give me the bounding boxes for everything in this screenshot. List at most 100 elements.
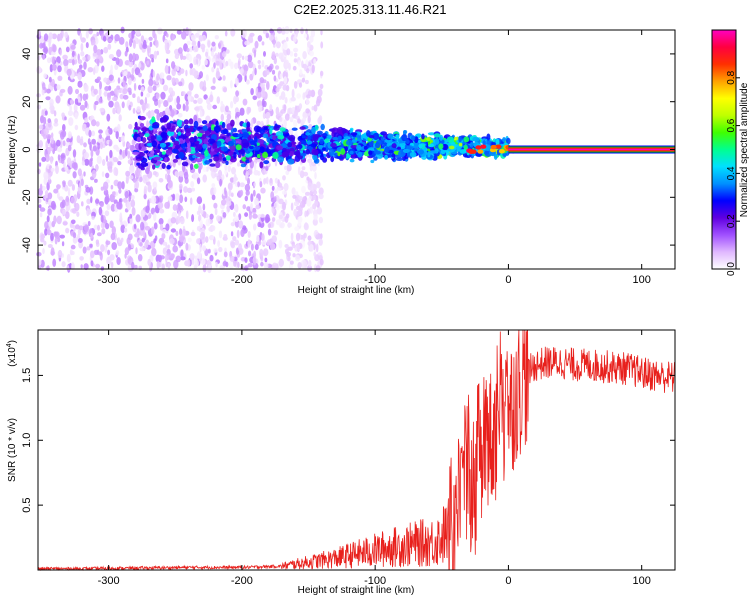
noise-mark: [207, 40, 211, 48]
noise-mark: [156, 260, 160, 269]
noise-mark: [244, 257, 248, 263]
y-tick-label: -20: [21, 189, 33, 205]
colorbar-gradient: [711, 29, 737, 270]
noise-mark: [200, 209, 204, 215]
noise-mark: [250, 88, 254, 96]
noise-mark: [74, 124, 79, 131]
y-tick-label: 1.5: [21, 368, 33, 383]
trail-mark: [421, 133, 425, 140]
noise-mark: [91, 138, 96, 145]
noise-mark: [261, 168, 266, 176]
trail-mark: [202, 125, 208, 132]
noise-mark: [156, 73, 160, 81]
noise-mark: [313, 213, 318, 221]
trail-mark: [332, 136, 339, 141]
noise-mark: [225, 261, 229, 268]
trail-mark: [256, 154, 261, 159]
noise-mark: [289, 263, 293, 270]
noise-mark: [253, 223, 257, 231]
trail-mark: [215, 161, 221, 168]
noise-mark: [261, 59, 265, 68]
noise-mark: [145, 205, 150, 214]
noise-mark: [90, 149, 94, 158]
noise-mark: [234, 239, 240, 246]
noise-mark: [212, 77, 216, 84]
noise-mark: [285, 170, 290, 176]
noise-mark: [53, 83, 58, 92]
trail-mark: [187, 147, 192, 153]
noise-mark: [100, 186, 104, 191]
noise-mark: [254, 244, 259, 251]
trail-mark: [484, 151, 490, 155]
noise-mark: [304, 210, 307, 218]
noise-mark: [197, 29, 201, 34]
noise-mark: [124, 50, 128, 57]
noise-mark: [319, 258, 324, 266]
noise-mark: [62, 221, 68, 226]
noise-mark: [171, 77, 176, 84]
noise-mark: [135, 29, 141, 36]
noise-mark: [50, 136, 54, 145]
noise-mark: [48, 174, 51, 181]
noise-mark: [36, 252, 42, 257]
noise-mark: [56, 184, 61, 190]
noise-mark: [290, 202, 294, 211]
noise-mark: [104, 86, 110, 92]
trail-mark: [205, 130, 210, 137]
trail-mark: [311, 126, 316, 135]
noise-mark: [165, 58, 169, 64]
trail-mark: [237, 133, 243, 138]
noise-mark: [132, 107, 136, 114]
noise-mark: [222, 51, 227, 58]
noise-mark: [250, 202, 253, 212]
noise-mark: [306, 94, 311, 99]
noise-mark: [115, 57, 120, 65]
noise-mark: [318, 238, 323, 246]
noise-mark: [73, 103, 78, 113]
noise-mark: [167, 262, 171, 271]
trail-mark: [391, 143, 397, 149]
trail-mark: [196, 132, 203, 137]
noise-mark: [128, 123, 133, 130]
noise-mark: [152, 85, 157, 92]
noise-mark: [189, 253, 195, 261]
trail-mark: [384, 146, 390, 153]
noise-mark: [127, 159, 132, 165]
noise-mark: [199, 243, 202, 253]
noise-mark: [91, 130, 96, 137]
trail-mark: [356, 144, 362, 151]
trail-mark: [242, 131, 250, 139]
noise-mark: [228, 189, 232, 197]
trail-mark: [246, 121, 251, 129]
noise-mark: [185, 27, 189, 35]
noise-mark: [306, 197, 312, 207]
noise-mark: [186, 40, 191, 46]
noise-mark: [224, 169, 228, 175]
noise-mark: [242, 98, 248, 106]
trail-mark: [177, 128, 182, 132]
noise-mark: [179, 217, 185, 225]
trail-mark: [368, 150, 373, 155]
noise-mark: [215, 261, 218, 268]
noise-mark: [51, 64, 57, 71]
noise-mark: [162, 247, 167, 255]
noise-mark: [273, 188, 278, 194]
noise-mark: [176, 103, 182, 110]
noise-mark: [304, 79, 309, 85]
trail-mark: [472, 136, 480, 142]
noise-mark: [306, 68, 310, 74]
trail-mark: [212, 142, 218, 149]
noise-mark: [293, 47, 299, 53]
noise-mark: [86, 246, 91, 251]
noise-mark: [71, 58, 75, 66]
noise-mark: [236, 229, 240, 239]
noise-mark: [90, 157, 93, 162]
noise-mark: [95, 198, 100, 204]
trail-mark: [196, 144, 203, 150]
noise-mark: [129, 144, 133, 151]
trail-mark: [235, 144, 242, 151]
noise-mark: [53, 231, 58, 237]
noise-mark: [213, 248, 218, 253]
trail-mark: [136, 136, 142, 143]
trail-mark: [209, 163, 216, 167]
